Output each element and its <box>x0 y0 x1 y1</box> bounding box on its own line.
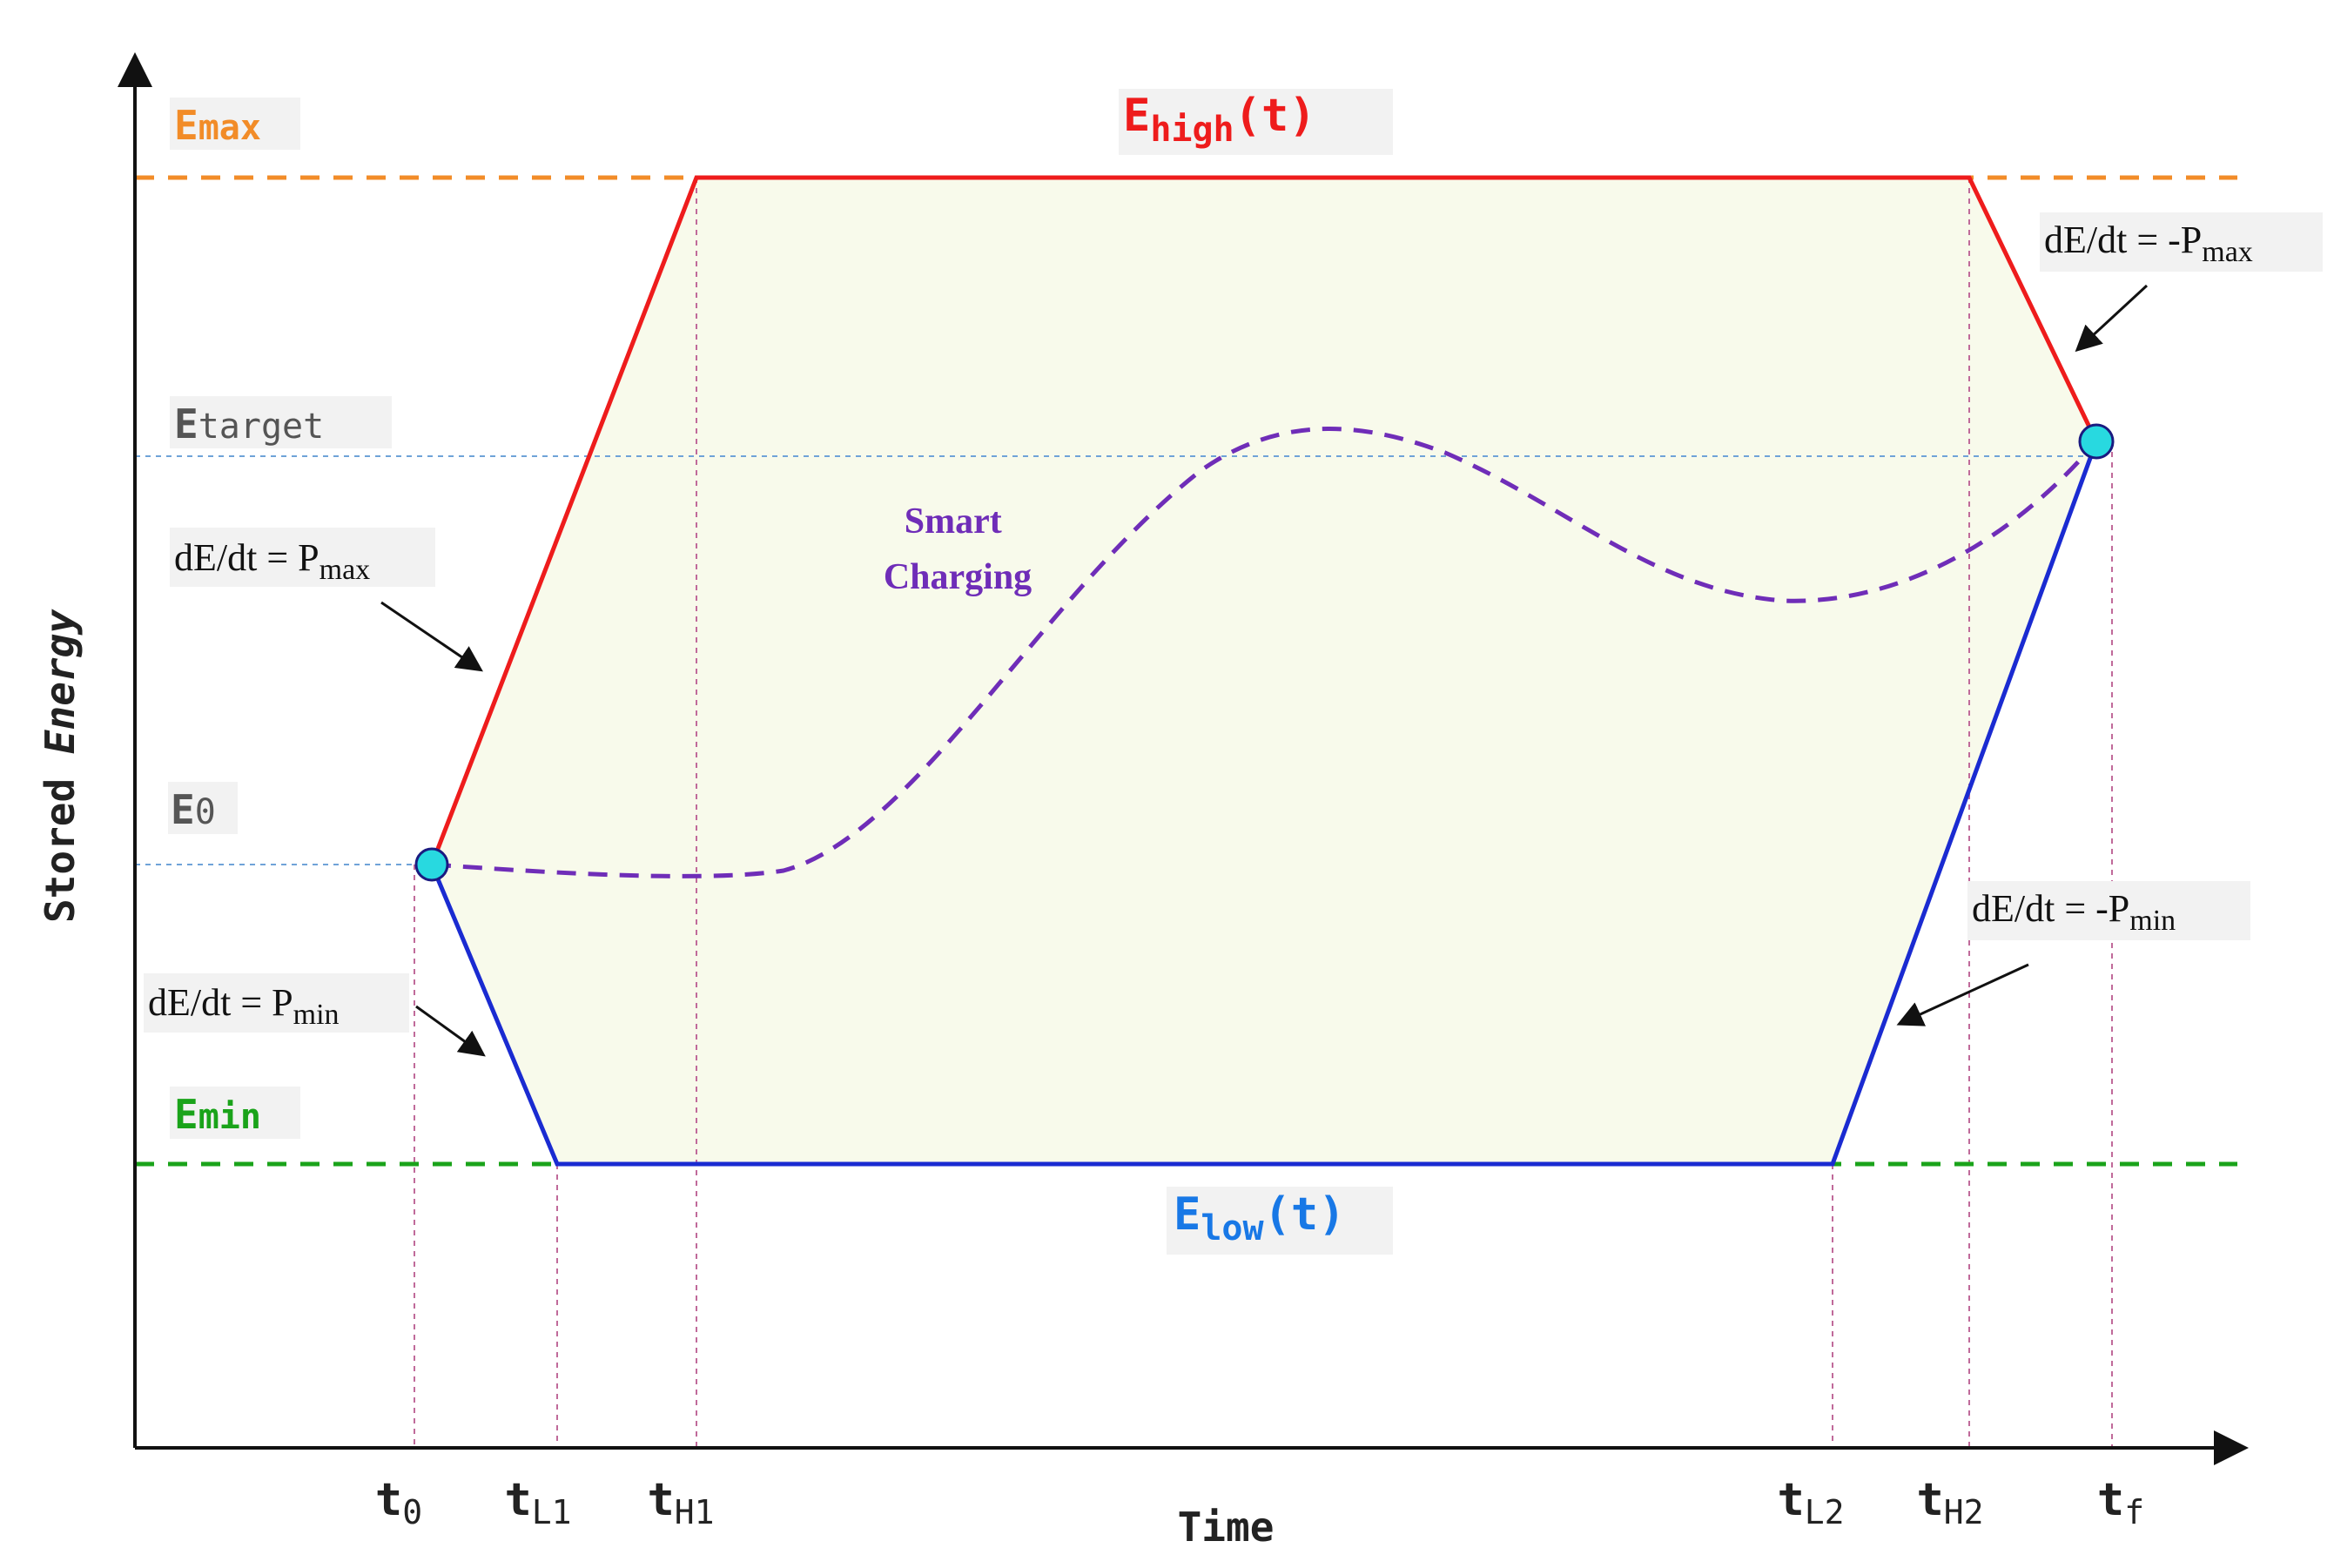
feasible-region <box>432 178 2096 1164</box>
tick-tH2: tH2 <box>1916 1474 1983 1531</box>
rate-pmin-label: dE/dt = Pmin <box>148 981 340 1031</box>
y-axis-label-italic: Energy <box>37 609 84 754</box>
rate-neg-pmin-sub: min <box>2129 905 2176 937</box>
x-axis-label: Time <box>1178 1504 1275 1551</box>
arrow-neg-pmax <box>2075 284 2149 353</box>
etarget-base: E <box>174 400 198 448</box>
tick-tH1-base: t <box>647 1474 674 1526</box>
rate-neg-pmin-text: dE/dt = -P <box>1972 887 2129 930</box>
tick-t0-base: t <box>375 1474 402 1526</box>
e0-label: E0 <box>171 786 216 833</box>
smart-line-2: Charging <box>884 557 1032 597</box>
emin-rest: min <box>198 1097 261 1137</box>
tick-tL2-base: t <box>1777 1474 1804 1526</box>
tick-t0-sub: 0 <box>402 1493 422 1531</box>
tick-tL1-sub: L1 <box>532 1493 572 1531</box>
end-point-marker <box>2078 423 2115 460</box>
ehigh-suffix: (t) <box>1234 90 1316 142</box>
tick-t0: t0 <box>375 1474 422 1531</box>
elow-base: E <box>1174 1188 1201 1241</box>
emax-rest: max <box>198 108 261 148</box>
arrow-neg-pmin <box>1896 963 2029 1026</box>
rate-pmax-text: dE/dt = P <box>174 536 319 579</box>
tick-tf-base: t <box>2097 1474 2124 1526</box>
elow-curve <box>429 441 2099 1167</box>
emin-label: Emin <box>174 1091 261 1138</box>
e0-rest: 0 <box>195 792 216 832</box>
smart-line-1: Smart <box>905 501 1002 542</box>
start-point-marker <box>414 847 449 882</box>
ehigh-base: E <box>1123 90 1150 142</box>
emax-label: Emax <box>174 102 261 149</box>
smart-charging-label: Smart Charging <box>884 501 1032 597</box>
tick-tf: tf <box>2097 1474 2144 1531</box>
rate-pmax-sub: max <box>319 554 371 586</box>
elow-suffix: (t) <box>1264 1188 1346 1241</box>
rate-pmax-label: dE/dt = Pmax <box>174 536 370 586</box>
arrow-pmax <box>380 601 483 672</box>
rate-neg-pmin-label: dE/dt = -Pmin <box>1972 887 2176 937</box>
tick-tL1-base: t <box>504 1474 531 1526</box>
smart-charging-curve <box>431 427 2098 878</box>
tick-tH1: tH1 <box>647 1474 714 1531</box>
emax-base: E <box>174 102 198 149</box>
etarget-label: Etarget <box>174 400 324 448</box>
elow-label: Elow(t) <box>1174 1188 1345 1248</box>
rate-neg-pmax-label: dE/dt = -Pmax <box>2044 219 2253 268</box>
y-axis-label-prefix: Stored <box>37 754 84 923</box>
rate-pmin-text: dE/dt = P <box>148 981 293 1024</box>
ehigh-curve <box>429 175 2099 865</box>
tick-tH2-sub: H2 <box>1944 1493 1984 1531</box>
energy-guides <box>135 455 2096 865</box>
elow-sub: low <box>1201 1208 1264 1248</box>
tick-tL2-sub: L2 <box>1805 1493 1845 1531</box>
tick-tH2-base: t <box>1916 1474 1943 1526</box>
rate-neg-pmax-sub: max <box>2202 236 2253 268</box>
tick-tL2: tL2 <box>1777 1474 1844 1531</box>
tick-tL1: tL1 <box>504 1474 571 1531</box>
arrow-pmin <box>415 1005 486 1057</box>
rate-neg-pmax-text: dE/dt = -P <box>2044 219 2202 261</box>
rate-pmin-sub: min <box>293 999 340 1031</box>
e0-base: E <box>171 786 195 833</box>
ehigh-sub: high <box>1150 110 1234 150</box>
ehigh-label: Ehigh(t) <box>1123 90 1316 150</box>
time-guides <box>414 178 2113 1448</box>
tick-tH1-sub: H1 <box>675 1493 715 1531</box>
tick-tf-sub: f <box>2124 1493 2144 1531</box>
etarget-rest: target <box>198 407 325 447</box>
emin-base: E <box>174 1091 198 1138</box>
y-axis-label: Stored Energy <box>37 609 84 923</box>
